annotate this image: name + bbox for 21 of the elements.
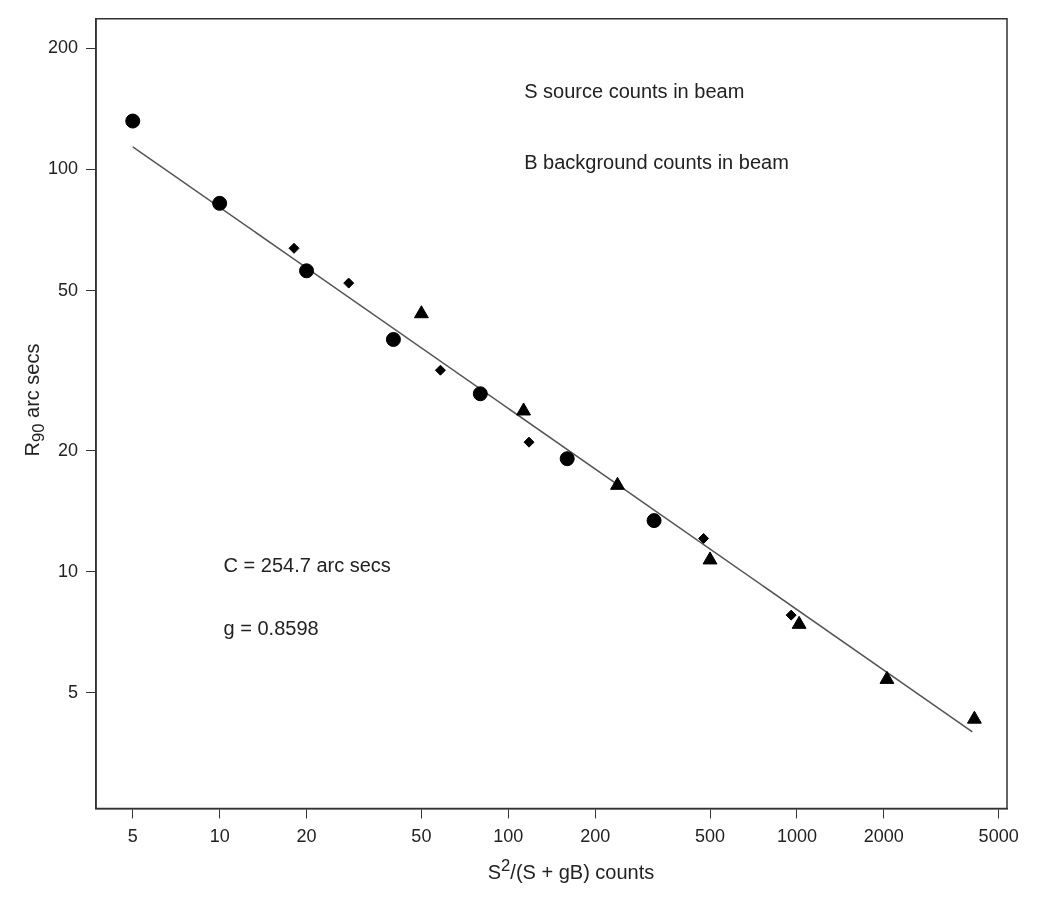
x-tick-label: 500 [694,826,726,847]
annotation: S source counts in beam [524,79,745,102]
x-tick-label: 10 [209,826,230,847]
y-tick-label: 200 [47,37,79,58]
y-tick-label: 50 [58,279,79,300]
y-tick-label: 5 [68,681,79,702]
x-tick-label: 100 [493,826,524,847]
x-tick-label: 2000 [863,826,904,847]
x-tick-label: 5000 [978,826,1019,847]
annotation: g = 0.8598 [223,616,319,639]
annotation: B background counts in beam [524,150,789,173]
annotation: C = 254.7 arc secs [223,553,391,576]
y-tick-label: 10 [58,560,79,581]
x-tick-label: 20 [296,826,317,847]
x-tick-label: 50 [411,826,432,847]
x-axis-title: S$^{2}$/(S + gB) counts [487,856,655,884]
x-tick-label: 1000 [776,826,817,847]
x-tick-label: 200 [580,826,611,847]
x-tick-label: 5 [127,826,138,847]
y-tick-label: 20 [58,439,79,460]
y-tick-label: 100 [47,158,79,179]
